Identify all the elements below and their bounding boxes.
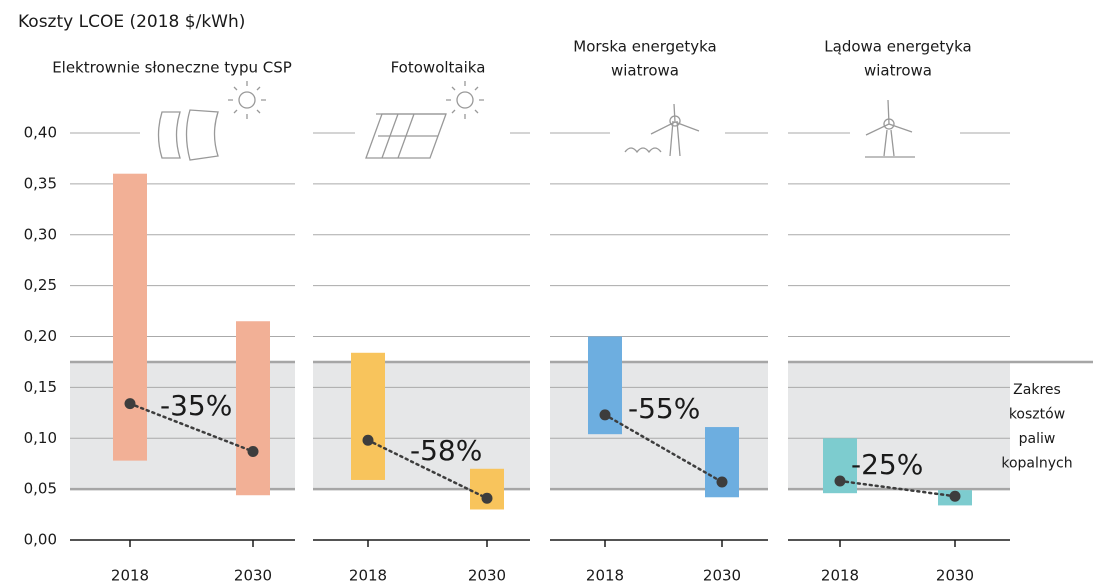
y-tick-label: 0,35: [24, 174, 57, 192]
band-label: paliw: [1019, 431, 1056, 447]
y-tick-label: 0,10: [24, 429, 57, 447]
band-label: Zakres: [1013, 382, 1061, 398]
change-label: -25%: [851, 448, 923, 481]
x-tick-label: 2030: [468, 567, 506, 585]
average-connector: [838, 479, 957, 498]
x-tick-label: 2030: [703, 567, 741, 585]
y-tick-label: 0,40: [24, 124, 57, 142]
y-tick-label: 0,20: [24, 327, 57, 345]
change-label: -35%: [160, 389, 232, 422]
panel-title: wiatrowa: [864, 62, 932, 80]
x-tick-label: 2018: [111, 567, 149, 585]
average-dot: [247, 445, 259, 457]
icons: [140, 81, 960, 161]
range-bar: [236, 321, 270, 496]
panel-title: Elektrownie słoneczne typu CSP: [52, 59, 292, 77]
average-dot: [716, 476, 728, 488]
y-tick-label: 0,25: [24, 276, 57, 294]
panel-title: Fotowoltaika: [391, 59, 486, 77]
x-tick-label: 2018: [821, 567, 859, 585]
chart-title: Koszty LCOE (2018 $/kWh): [18, 12, 245, 32]
panel-title: wiatrowa: [611, 62, 679, 80]
fossil-band: [313, 361, 530, 490]
average-dot: [362, 434, 374, 446]
panel-title: Morska energetyka: [573, 38, 716, 56]
panel-title: Lądowa energetyka: [824, 38, 971, 56]
average-dot: [949, 490, 961, 502]
band-label: kopalnych: [1001, 456, 1072, 472]
y-tick-label: 0,05: [24, 480, 57, 498]
y-tick-label: 0,30: [24, 225, 57, 243]
range-bar: [113, 173, 147, 461]
x-tick-label: 2030: [234, 567, 272, 585]
x-tick-label: 2030: [936, 567, 974, 585]
x-tick-label: 2018: [349, 567, 387, 585]
range-bar: [351, 352, 385, 480]
average-dot: [834, 475, 846, 487]
average-dot: [124, 398, 136, 410]
average-dot: [599, 409, 611, 421]
x-tick-label: 2018: [586, 567, 624, 585]
y-tick-label: 0,00: [24, 531, 57, 549]
average-connector: [366, 439, 489, 500]
band-label: kosztów: [1009, 407, 1065, 423]
change-label: -58%: [410, 434, 482, 467]
average-dot: [481, 492, 493, 504]
average-connector: [128, 402, 255, 453]
y-tick-label: 0,15: [24, 378, 57, 396]
average-connector: [603, 413, 724, 484]
change-label: -55%: [628, 392, 700, 425]
